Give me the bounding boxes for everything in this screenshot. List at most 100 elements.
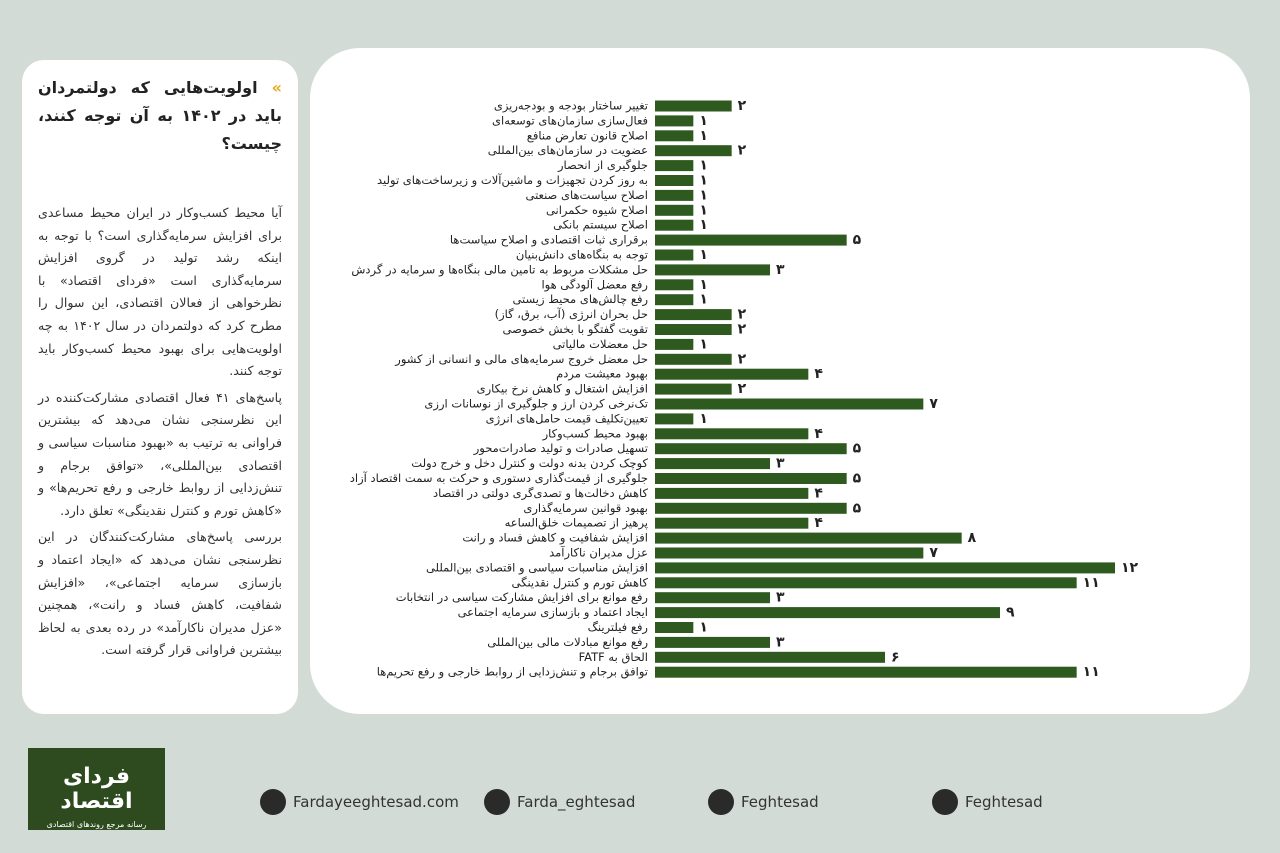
bar (655, 622, 694, 633)
bar (655, 219, 694, 231)
value-label: ۲ (738, 98, 747, 114)
telegram-link[interactable]: Feghtesad (708, 788, 819, 816)
value-label: ۴ (814, 515, 823, 531)
bar (655, 517, 809, 529)
bar (655, 383, 732, 395)
website-link[interactable]: Fardayeeghtesad.com (260, 788, 459, 816)
category-label: ایجاد اعتماد و بازسازی سرمایه اجتماعی (458, 605, 648, 620)
bar (655, 398, 924, 410)
bar (655, 592, 770, 604)
category-label: بهبود محیط کسب‌وکار (542, 426, 648, 441)
category-label: کوچک کردن بدنه دولت و کنترل دخل و خرج دو… (411, 456, 648, 471)
category-label: حل معضلات مالیاتی (553, 337, 648, 351)
value-label: ۱ (699, 292, 708, 308)
logo-tagline: رسانه مرجع روندهای اقتصادی (46, 820, 147, 829)
category-label: عضویت در سازمان‌های بین‌المللی (488, 143, 648, 158)
bar (655, 264, 770, 276)
value-label: ۷ (929, 396, 938, 412)
value-label: ۱ (699, 336, 708, 352)
bar (655, 160, 694, 172)
icon (484, 789, 510, 815)
category-label: بهبود معیشت مردم (556, 367, 648, 382)
category-label: تغییر ساختار بودجه و بودجه‌ریزی (494, 99, 648, 114)
category-label: رفع چالش‌های محیط زیستی (512, 292, 648, 307)
value-label: ۲ (738, 143, 747, 159)
category-label: اصلاح شیوه حکمرانی (546, 203, 648, 218)
icon (260, 789, 286, 815)
category-label: تک‌نرخی کردن ارز و جلوگیری از نوسانات ار… (424, 397, 648, 412)
bar (655, 666, 1077, 678)
category-label: فعال‌سازی سازمان‌های توسعه‌ای (492, 113, 648, 128)
bar (655, 413, 694, 425)
value-label: ۴ (814, 426, 823, 442)
bar (655, 562, 1115, 574)
value-label: ۴ (814, 366, 823, 382)
bar (655, 473, 847, 484)
bar (655, 234, 847, 246)
value-label: ۲ (738, 381, 747, 397)
link-text: Farda_eghtesad (517, 793, 636, 811)
icon (708, 789, 734, 815)
category-label: اصلاح سیاست‌های صنعتی (525, 188, 648, 202)
bar (655, 115, 694, 127)
value-label: ۱ (699, 113, 708, 129)
paragraph: بررسی پاسخ‌های مشارکت‌کنندگان در این نظر… (38, 529, 282, 658)
value-label: ۱ (699, 128, 708, 144)
bar (655, 279, 694, 291)
bar (655, 204, 694, 216)
category-label: افزایش مناسبات سیاسی و اقتصادی بین‌الملل… (426, 560, 648, 575)
value-label: ۱ (699, 217, 708, 233)
value-label: ۱۱ (1083, 664, 1100, 680)
title-text: اولویت‌هایی که دولتمردان باید در ۱۴۰۲ به… (38, 78, 282, 153)
instagram-link[interactable]: Farda_eghtesad (484, 788, 635, 816)
chart: تغییر ساختار بودجه و بودجه‌ریزی ۲ فعال‌ساز… (350, 98, 1139, 680)
category-label: رفع موانع برای افزایش مشارکت سیاسی در ان… (396, 590, 648, 605)
value-label: ۷ (929, 545, 938, 561)
category-label: حل مشکلات مربوط به تامین مالی بنگاه‌ها و… (351, 262, 648, 277)
value-label: ۶ (891, 649, 900, 665)
value-label: ۳ (776, 262, 785, 278)
bar (655, 294, 694, 306)
category-label: تسهیل صادرات و تولید صادرات‌محور (473, 441, 648, 456)
value-label: ۱ (699, 158, 708, 174)
bar (655, 324, 732, 335)
value-label: ۱ (699, 277, 708, 293)
category-label: برقراری ثبات اقتصادی و اصلاح سیاست‌ها (450, 233, 648, 248)
value-label: ۵ (853, 500, 862, 516)
category-label: افزایش اشتغال و کاهش نرخ بیکاری (477, 382, 648, 397)
value-label: ۳ (776, 456, 785, 472)
category-label: پرهیز از تصمیمات خلق‌الساعه (505, 516, 648, 531)
logo: فردای اقتصاد رسانه مرجع روندهای اقتصادی (28, 748, 165, 830)
bar (655, 189, 694, 201)
paragraph: آیا محیط کسب‌وکار در ایران محیط مساعدی ب… (38, 205, 282, 379)
value-label: ۱۱ (1083, 575, 1100, 591)
value-label: ۱ (699, 247, 708, 263)
value-label: ۹ (1006, 605, 1015, 621)
twitter-link[interactable]: Feghtesad (932, 788, 1043, 816)
category-label: کاهش دخالت‌ها و تصدی‌گری دولتی در اقتصاد (433, 486, 649, 501)
bar (655, 502, 847, 514)
bar (655, 145, 732, 157)
bar (655, 547, 924, 559)
bar (655, 175, 694, 186)
category-label: تعیین‌تکلیف قیمت حامل‌های انرژی (486, 411, 648, 426)
bar (655, 368, 809, 380)
category-label: عزل مدیران ناکارآمد (549, 546, 648, 561)
panel-title: » اولویت‌هایی که دولتمردان باید در ۱۴۰۲ … (38, 78, 282, 153)
value-label: ۲ (738, 322, 747, 338)
category-label: رفع فیلترینگ (588, 620, 648, 635)
bar (655, 249, 694, 261)
bar (655, 607, 1000, 619)
category-label: رفع معضل آلودگی هوا (541, 277, 648, 292)
logo-name: فردای اقتصاد (60, 764, 133, 814)
paragraph: پاسخ‌های ۴۱ فعال اقتصادی مشارکت‌کننده در… (38, 389, 282, 518)
category-label: اصلاح سیستم بانکی (553, 218, 648, 232)
category-label: بهبود قوانین سرمایه‌گذاری (523, 501, 648, 516)
category-label: توجه به بنگاه‌های دانش‌بنیان (516, 248, 648, 263)
bar (655, 130, 694, 142)
icon (932, 789, 958, 815)
bar (655, 636, 770, 648)
bar (655, 487, 809, 499)
category-label: رفع موانع مبادلات مالی بین‌المللی (487, 635, 648, 650)
